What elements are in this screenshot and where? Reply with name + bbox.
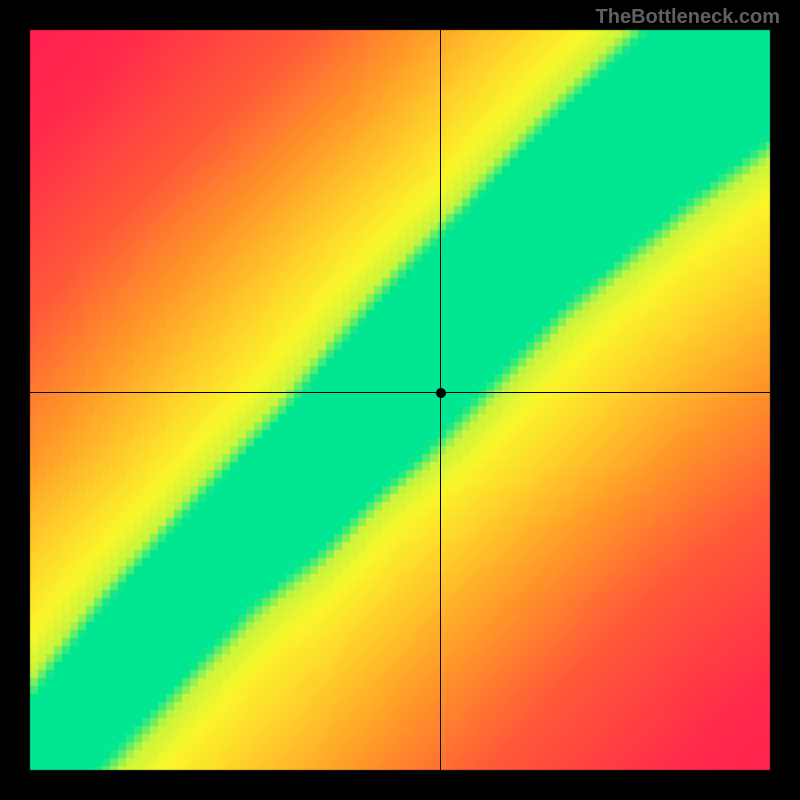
heatmap-canvas bbox=[0, 0, 800, 800]
chart-container: TheBottleneck.com bbox=[0, 0, 800, 800]
watermark-text: TheBottleneck.com bbox=[596, 6, 780, 29]
crosshair-marker-dot bbox=[436, 388, 446, 398]
crosshair-horizontal bbox=[30, 392, 770, 393]
crosshair-vertical bbox=[440, 30, 441, 770]
heatmap-frame bbox=[0, 0, 800, 800]
